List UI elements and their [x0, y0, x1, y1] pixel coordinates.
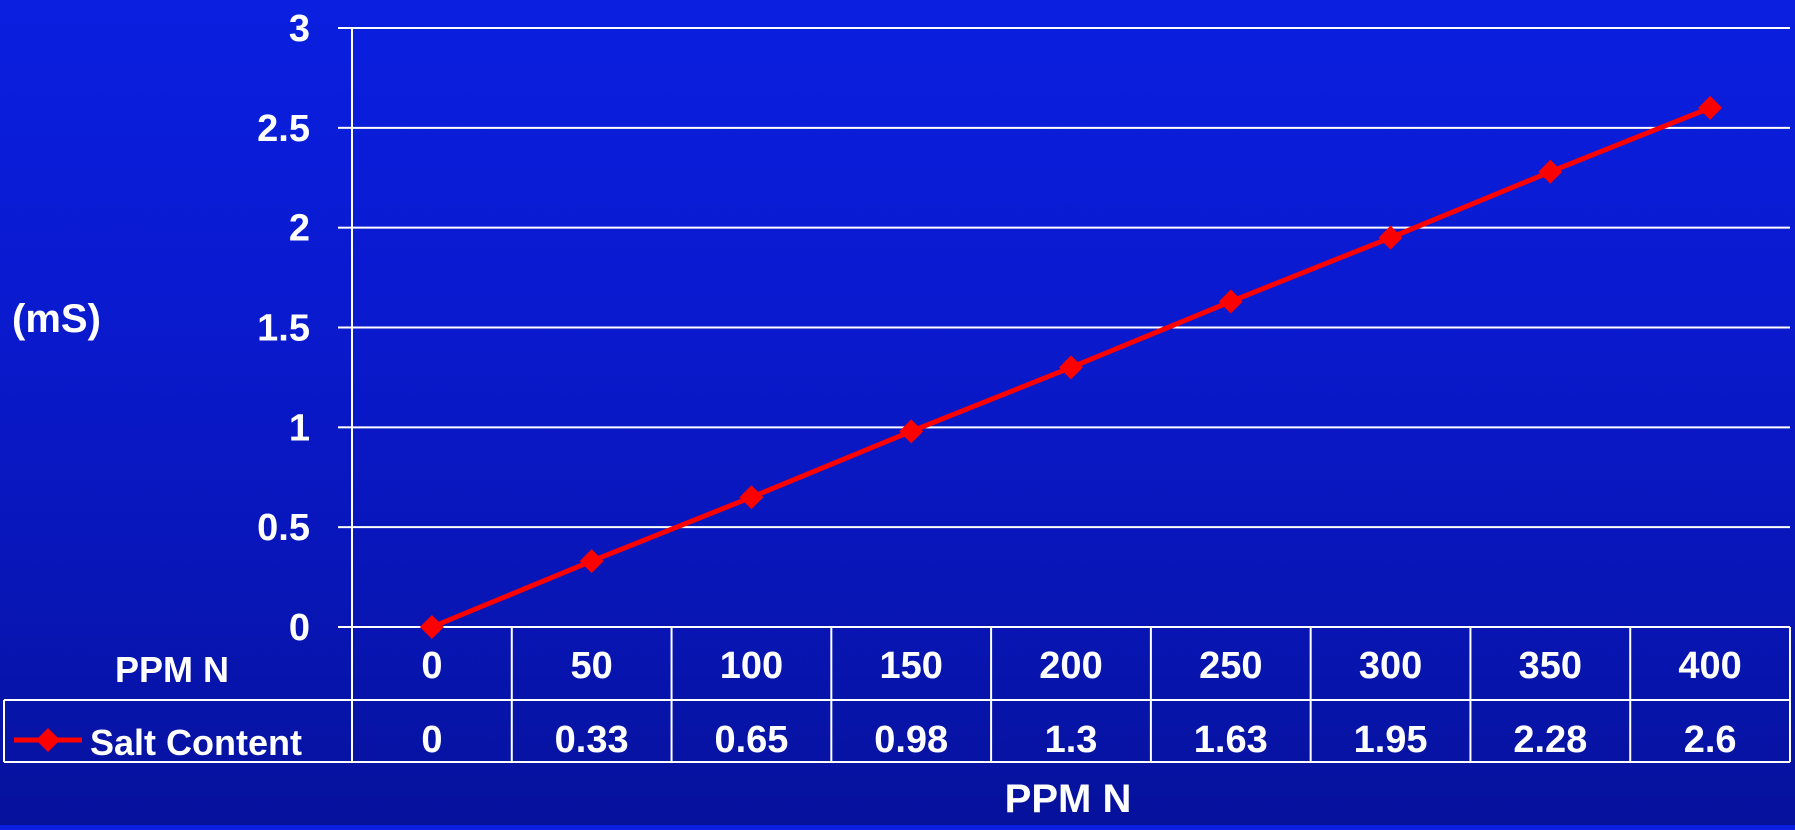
y-axis-title: (mS) [12, 297, 101, 341]
table-value-cell: 0.98 [874, 719, 948, 761]
table-value-cell: 1.95 [1354, 719, 1428, 761]
x-category-label: 200 [1039, 645, 1102, 687]
x-category-label: 50 [571, 645, 613, 687]
data-point-marker [1698, 95, 1723, 120]
table-value-cell: 1.63 [1194, 719, 1268, 761]
data-point-marker [739, 485, 764, 510]
data-point-marker [1378, 225, 1403, 250]
y-tick-label: 2 [289, 208, 310, 250]
data-point-marker [579, 549, 604, 574]
y-tick-label: 3 [289, 8, 310, 50]
x-axis-title: PPM N [1005, 777, 1132, 821]
y-tick-label: 2.5 [257, 108, 310, 150]
table-value-cell: 2.6 [1684, 719, 1737, 761]
x-category-label: 150 [880, 645, 943, 687]
table-value-cell: 2.28 [1513, 719, 1587, 761]
x-category-label: 300 [1359, 645, 1422, 687]
x-category-label: 350 [1519, 645, 1582, 687]
legend-series-label: Salt Content [90, 722, 302, 763]
data-point-marker [899, 419, 924, 444]
table-value-cell: 0.65 [714, 719, 788, 761]
y-tick-label: 1.5 [257, 308, 310, 350]
x-category-label: 400 [1678, 645, 1741, 687]
y-tick-label: 0 [289, 607, 310, 649]
x-category-label: 250 [1199, 645, 1262, 687]
x-category-label: 100 [720, 645, 783, 687]
data-point-marker [1538, 159, 1563, 184]
data-point-marker [1059, 355, 1083, 380]
legend-diamond-marker [36, 728, 60, 752]
table-value-cell: 1.3 [1045, 719, 1098, 761]
table-value-cell: 0.33 [555, 719, 629, 761]
y-tick-label: 1 [289, 407, 310, 449]
table-value-cell: 0 [421, 719, 442, 761]
data-point-marker [419, 615, 444, 639]
data-point-marker [1218, 289, 1243, 314]
x-category-label: 0 [421, 645, 442, 687]
y-tick-label: 0.5 [257, 507, 310, 549]
table-header-label: PPM N [115, 649, 229, 690]
